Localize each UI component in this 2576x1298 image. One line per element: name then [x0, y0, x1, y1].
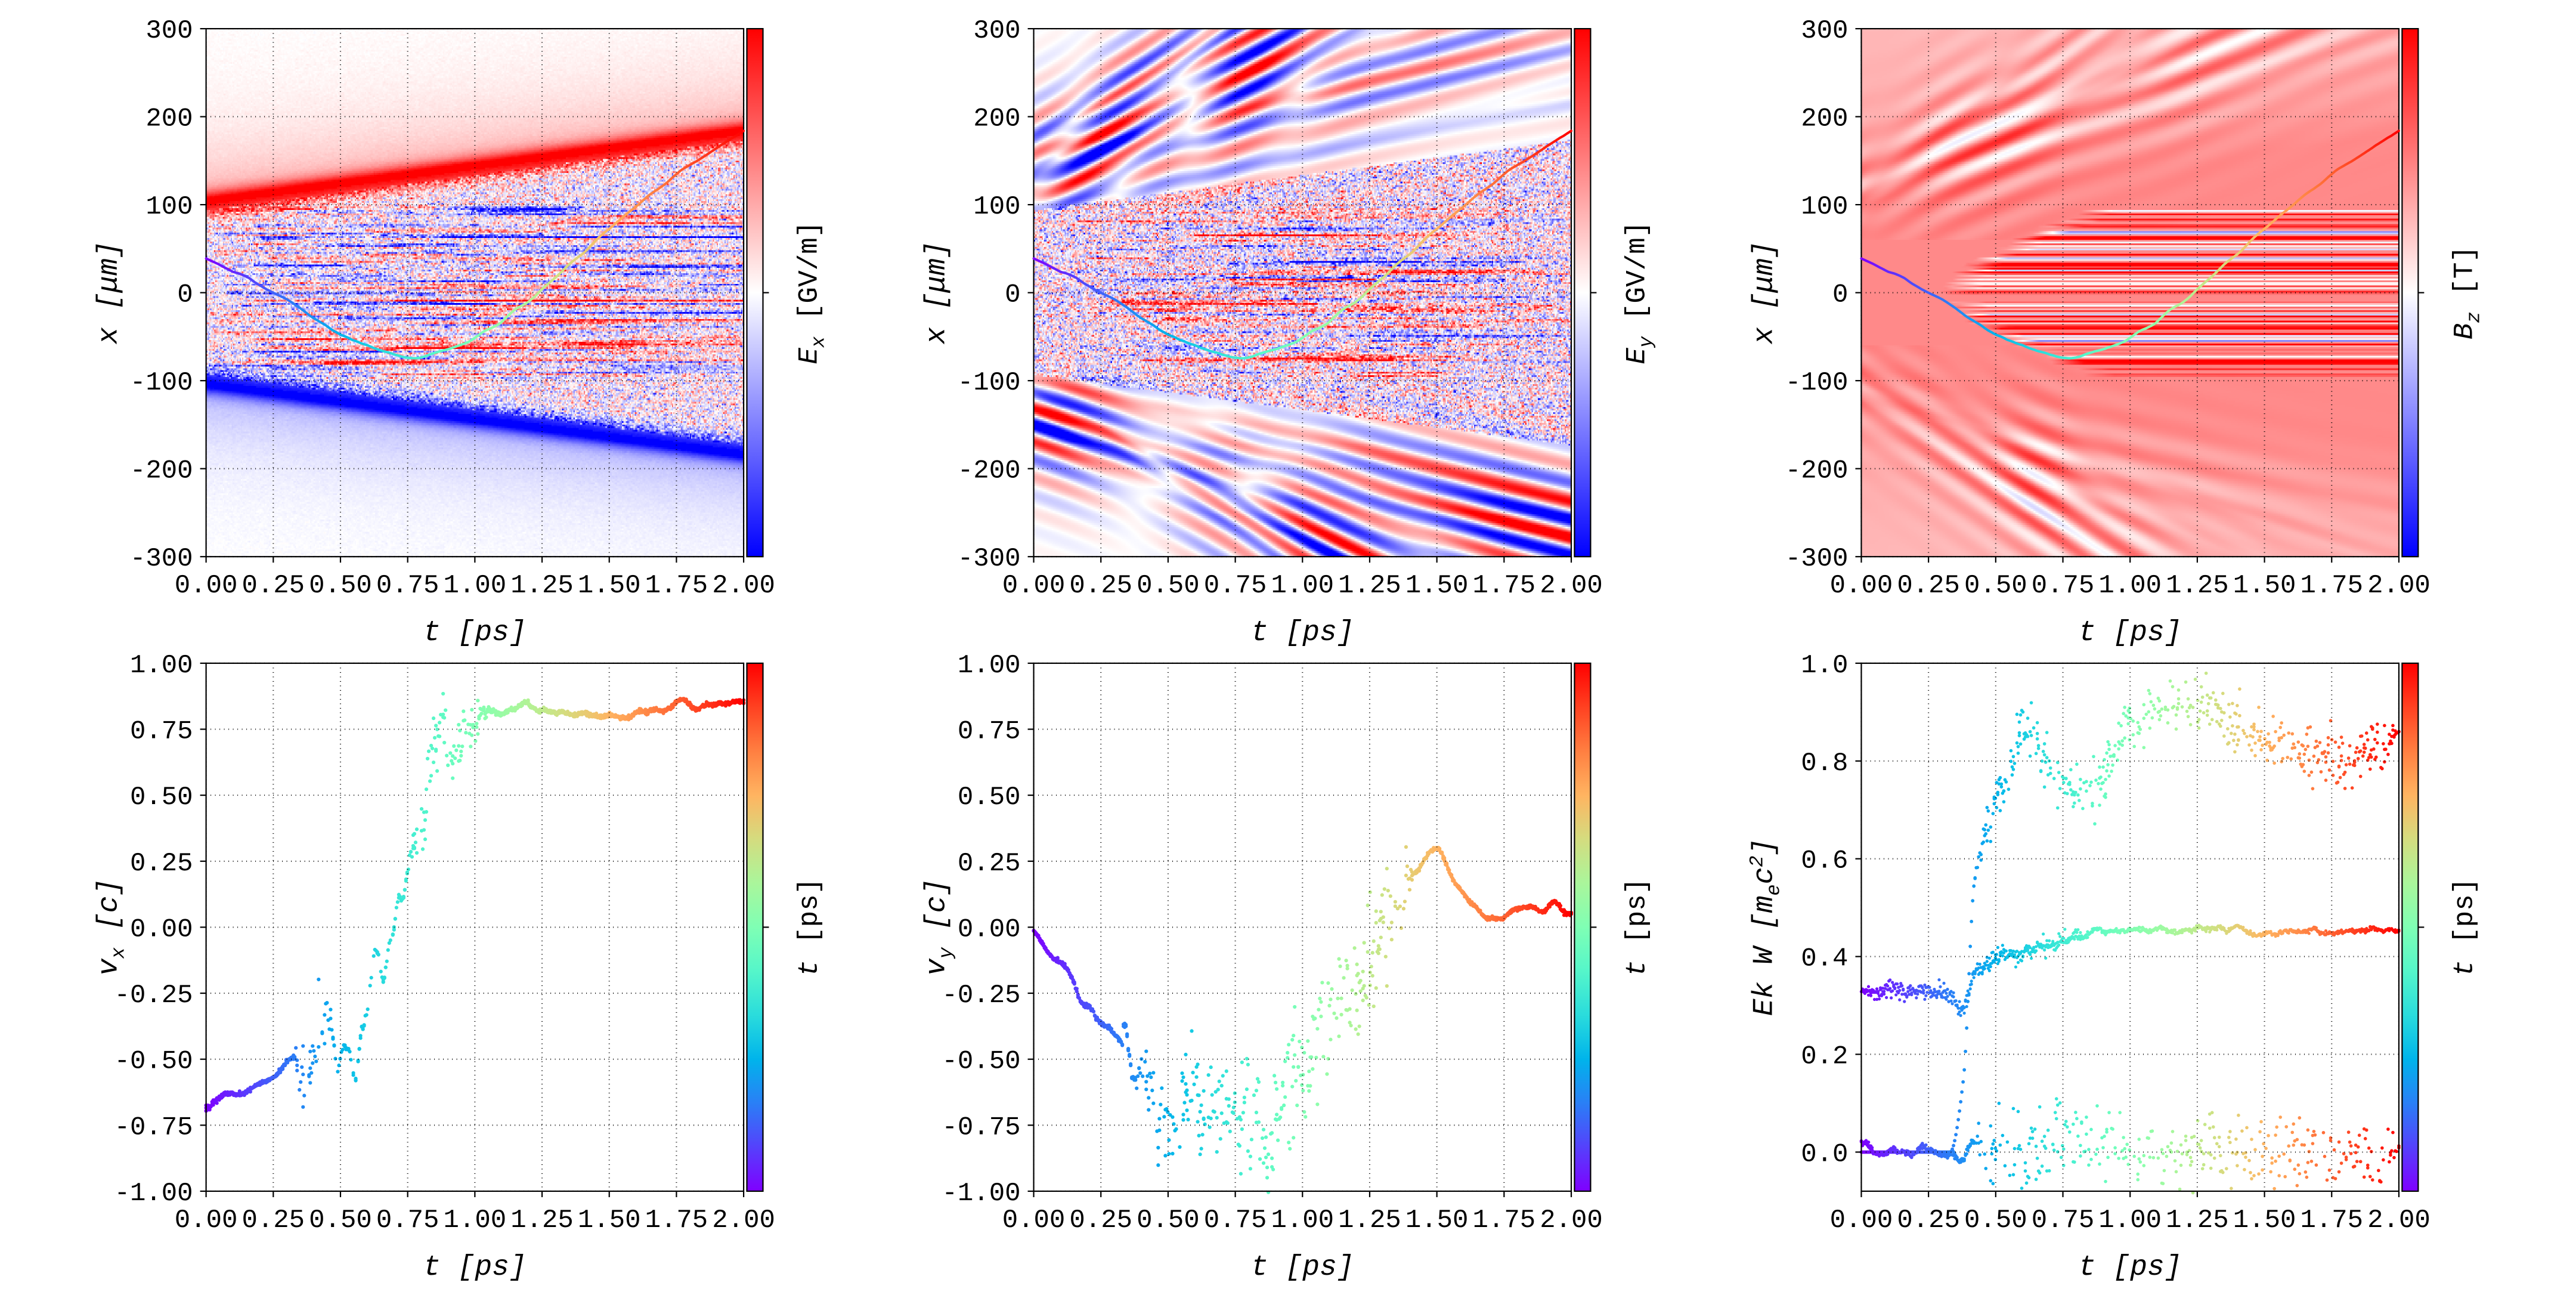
- svg-text:-100: -100: [130, 368, 193, 398]
- svg-text:0.00: 0.00: [175, 1206, 238, 1235]
- svg-text:1.25: 1.25: [1338, 571, 1401, 601]
- svg-text:0.50: 0.50: [130, 783, 193, 812]
- svg-text:1.75: 1.75: [1473, 571, 1536, 601]
- svg-text:0.75: 0.75: [130, 716, 193, 746]
- svg-text:2.00: 2.00: [712, 571, 775, 601]
- svg-text:-200: -200: [958, 456, 1021, 486]
- svg-text:2.00: 2.00: [1540, 571, 1603, 601]
- svg-text:0.50: 0.50: [1137, 571, 1200, 601]
- svg-text:0.50: 0.50: [309, 1206, 372, 1235]
- svg-text:t [ps]: t [ps]: [423, 617, 527, 649]
- svg-text:1.00: 1.00: [444, 1206, 507, 1235]
- svg-text:1.50: 1.50: [578, 571, 641, 601]
- svg-text:0.00: 0.00: [130, 914, 193, 944]
- svg-text:1.00: 1.00: [130, 651, 193, 681]
- svg-text:-200: -200: [1785, 456, 1849, 486]
- svg-text:-200: -200: [130, 456, 193, 486]
- svg-text:1.00: 1.00: [1271, 1206, 1334, 1235]
- svg-text:0.50: 0.50: [309, 571, 372, 601]
- svg-text:1.50: 1.50: [2233, 571, 2296, 601]
- svg-text:vy [c]: vy [c]: [921, 879, 958, 976]
- svg-text:100: 100: [1801, 192, 1848, 222]
- svg-text:2.00: 2.00: [2367, 571, 2431, 601]
- svg-text:-0.75: -0.75: [942, 1112, 1020, 1142]
- svg-text:0.25: 0.25: [1897, 571, 1960, 601]
- svg-text:300: 300: [145, 16, 193, 46]
- svg-text:0.25: 0.25: [1069, 1206, 1132, 1235]
- svg-text:-0.25: -0.25: [942, 981, 1020, 1010]
- svg-text:vx [c]: vx [c]: [94, 879, 130, 976]
- svg-text:-0.25: -0.25: [114, 981, 193, 1010]
- svg-text:0.75: 0.75: [1204, 1206, 1267, 1235]
- svg-text:1.00: 1.00: [1271, 571, 1334, 601]
- svg-text:100: 100: [145, 192, 193, 222]
- svg-text:0.25: 0.25: [242, 1206, 305, 1235]
- svg-text:1.50: 1.50: [578, 1206, 641, 1235]
- svg-text:1.00: 1.00: [444, 571, 507, 601]
- svg-text:0: 0: [1005, 280, 1020, 310]
- svg-text:0.25: 0.25: [958, 849, 1021, 879]
- svg-text:t [ps]: t [ps]: [1621, 878, 1652, 977]
- svg-text:1.75: 1.75: [645, 571, 708, 601]
- svg-text:-100: -100: [958, 368, 1021, 398]
- svg-text:1.75: 1.75: [645, 1206, 708, 1235]
- svg-text:0.75: 0.75: [1204, 571, 1267, 601]
- svg-text:1.50: 1.50: [1405, 1206, 1469, 1235]
- svg-text:-0.75: -0.75: [114, 1112, 193, 1142]
- svg-text:-300: -300: [958, 544, 1021, 574]
- svg-text:200: 200: [145, 104, 193, 134]
- svg-text:1.25: 1.25: [510, 571, 574, 601]
- svg-text:0.25: 0.25: [130, 849, 193, 879]
- svg-text:0: 0: [1832, 280, 1848, 310]
- svg-text:1.00: 1.00: [958, 651, 1021, 681]
- svg-text:Ex [GV/m]: Ex [GV/m]: [794, 221, 830, 364]
- svg-text:1.25: 1.25: [1338, 1206, 1401, 1235]
- svg-text:t [ps]: t [ps]: [1251, 1251, 1354, 1284]
- svg-text:0.25: 0.25: [242, 571, 305, 601]
- svg-text:200: 200: [1801, 104, 1848, 134]
- svg-text:t [ps]: t [ps]: [2079, 617, 2182, 649]
- svg-text:0.00: 0.00: [1002, 1206, 1066, 1235]
- svg-text:-300: -300: [130, 544, 193, 574]
- svg-text:-300: -300: [1785, 544, 1849, 574]
- svg-text:-0.50: -0.50: [942, 1047, 1020, 1077]
- svg-text:0.00: 0.00: [1830, 571, 1893, 601]
- svg-text:1.00: 1.00: [2098, 571, 2162, 601]
- svg-text:2.00: 2.00: [1540, 1206, 1603, 1235]
- svg-text:1.75: 1.75: [1473, 1206, 1536, 1235]
- svg-text:300: 300: [1801, 16, 1848, 46]
- svg-text:0.75: 0.75: [958, 716, 1021, 746]
- svg-text:0: 0: [177, 280, 193, 310]
- svg-text:100: 100: [973, 192, 1020, 222]
- svg-text:0.50: 0.50: [1137, 1206, 1200, 1235]
- svg-text:0.75: 0.75: [376, 1206, 439, 1235]
- svg-text:0.00: 0.00: [175, 571, 238, 601]
- svg-text:-100: -100: [1785, 368, 1849, 398]
- svg-text:x [μm]: x [μm]: [921, 241, 953, 345]
- svg-text:1.25: 1.25: [2166, 571, 2229, 601]
- svg-text:2.00: 2.00: [712, 1206, 775, 1235]
- svg-text:0.75: 0.75: [376, 571, 439, 601]
- svg-text:0.25: 0.25: [1069, 571, 1132, 601]
- svg-text:0.50: 0.50: [1964, 571, 2027, 601]
- svg-text:1.50: 1.50: [1405, 571, 1469, 601]
- svg-text:0.00: 0.00: [1002, 571, 1066, 601]
- svg-text:t [ps]: t [ps]: [1251, 617, 1354, 649]
- svg-text:-0.50: -0.50: [114, 1047, 193, 1077]
- svg-text:-1.00: -1.00: [114, 1179, 193, 1209]
- svg-text:0.75: 0.75: [2032, 571, 2095, 601]
- svg-text:1.75: 1.75: [2300, 571, 2363, 601]
- svg-text:0.00: 0.00: [958, 914, 1021, 944]
- svg-text:300: 300: [973, 16, 1020, 46]
- svg-text:t [ps]: t [ps]: [794, 878, 825, 977]
- svg-text:0.50: 0.50: [958, 783, 1021, 812]
- svg-text:t [ps]: t [ps]: [423, 1251, 527, 1284]
- svg-text:Bz [T]: Bz [T]: [2449, 246, 2485, 339]
- svg-text:x [μm]: x [μm]: [1748, 241, 1781, 345]
- svg-text:Ey [GV/m]: Ey [GV/m]: [1621, 221, 1657, 364]
- svg-text:200: 200: [973, 104, 1020, 134]
- svg-text:1.25: 1.25: [510, 1206, 574, 1235]
- svg-text:x [μm]: x [μm]: [94, 241, 126, 345]
- svg-text:-1.00: -1.00: [942, 1179, 1020, 1209]
